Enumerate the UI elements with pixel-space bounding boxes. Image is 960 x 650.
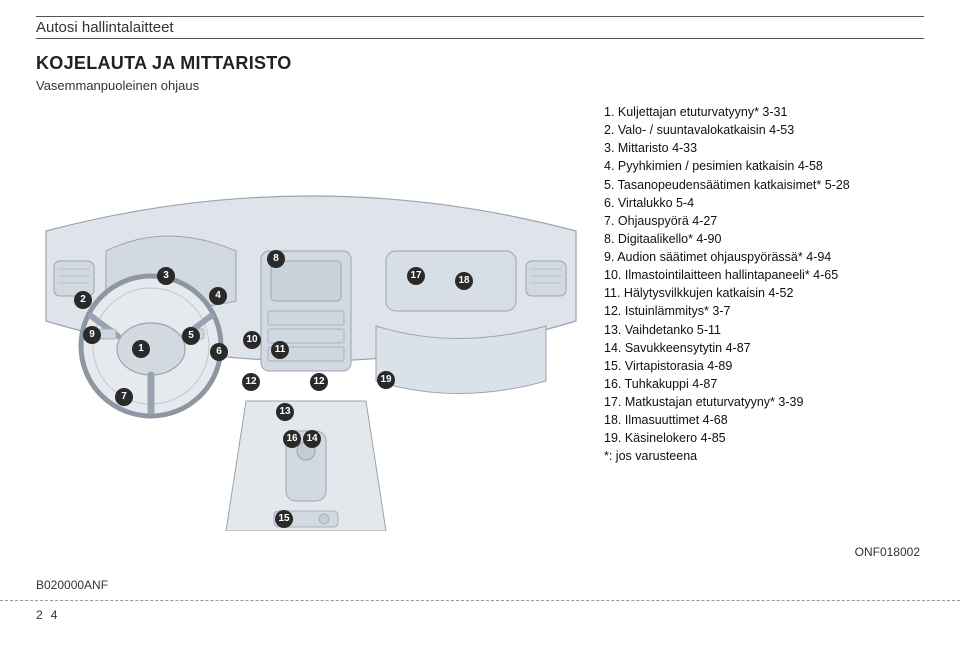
legend-item: 12. Istuinlämmitys* 3-7 — [604, 302, 924, 320]
footer-divider — [0, 600, 960, 601]
legend-item: 5. Tasanopeudensäätimen katkaisimet* 5-2… — [604, 176, 924, 194]
legend-item: 3. Mittaristo 4-33 — [604, 139, 924, 157]
legend-item: 13. Vaihdetanko 5-11 — [604, 321, 924, 339]
callout-marker: 1 — [132, 340, 150, 358]
callout-marker: 7 — [115, 388, 133, 406]
callout-marker: 12 — [242, 373, 260, 391]
document-code: B020000ANF — [36, 578, 108, 592]
legend-item: 11. Hälytysvilkkujen katkaisin 4-52 — [604, 284, 924, 302]
callout-marker: 10 — [243, 331, 261, 349]
callout-marker: 14 — [303, 430, 321, 448]
dashboard-diagram: 1234567891011121213141516171819 — [36, 101, 586, 531]
legend-item: 8. Digitaalikello* 4-90 — [604, 230, 924, 248]
callout-marker: 11 — [271, 341, 289, 359]
callout-marker: 17 — [407, 267, 425, 285]
callout-marker: 4 — [209, 287, 227, 305]
callout-marker: 15 — [275, 510, 293, 528]
legend-item: *: jos varusteena — [604, 447, 924, 465]
legend-item: 6. Virtalukko 5-4 — [604, 194, 924, 212]
legend-item: 10. Ilmastointilaitteen hallintapaneeli*… — [604, 266, 924, 284]
callout-marker: 19 — [377, 371, 395, 389]
legend-item: 15. Virtapistorasia 4-89 — [604, 357, 924, 375]
callout-marker: 16 — [283, 430, 301, 448]
callout-marker: 18 — [455, 272, 473, 290]
legend-item: 19. Käsinelokero 4-85 — [604, 429, 924, 447]
page-number: 24 — [36, 608, 57, 622]
legend-item: 2. Valo- / suuntavalokatkaisin 4-53 — [604, 121, 924, 139]
legend-item: 7. Ohjauspyörä 4-27 — [604, 212, 924, 230]
legend-item: 4. Pyyhkimien / pesimien katkaisin 4-58 — [604, 157, 924, 175]
callout-marker: 12 — [310, 373, 328, 391]
legend-item: 17. Matkustajan etuturvatyyny* 3-39 — [604, 393, 924, 411]
callout-marker: 5 — [182, 327, 200, 345]
callout-marker: 2 — [74, 291, 92, 309]
legend-item: 18. Ilmasuuttimet 4-68 — [604, 411, 924, 429]
legend-item: 14. Savukkeensytytin 4-87 — [604, 339, 924, 357]
callout-marker: 9 — [83, 326, 101, 344]
legend-item: 16. Tuhkakuppi 4-87 — [604, 375, 924, 393]
callout-marker: 3 — [157, 267, 175, 285]
page-title: KOJELAUTA JA MITTARISTO — [36, 53, 924, 74]
page-subtitle: Vasemmanpuoleinen ohjaus — [36, 78, 924, 93]
section-title: Autosi hallintalaitteet — [36, 19, 924, 36]
callout-marker: 6 — [210, 343, 228, 361]
callout-marker: 8 — [267, 250, 285, 268]
legend-item: 1. Kuljettajan etuturvatyyny* 3-31 — [604, 103, 924, 121]
callout-marker: 13 — [276, 403, 294, 421]
legend-list: 1. Kuljettajan etuturvatyyny* 3-312. Val… — [604, 101, 924, 466]
image-code: ONF018002 — [855, 545, 920, 559]
legend-item: 9. Audion säätimet ohjauspyörässä* 4-94 — [604, 248, 924, 266]
